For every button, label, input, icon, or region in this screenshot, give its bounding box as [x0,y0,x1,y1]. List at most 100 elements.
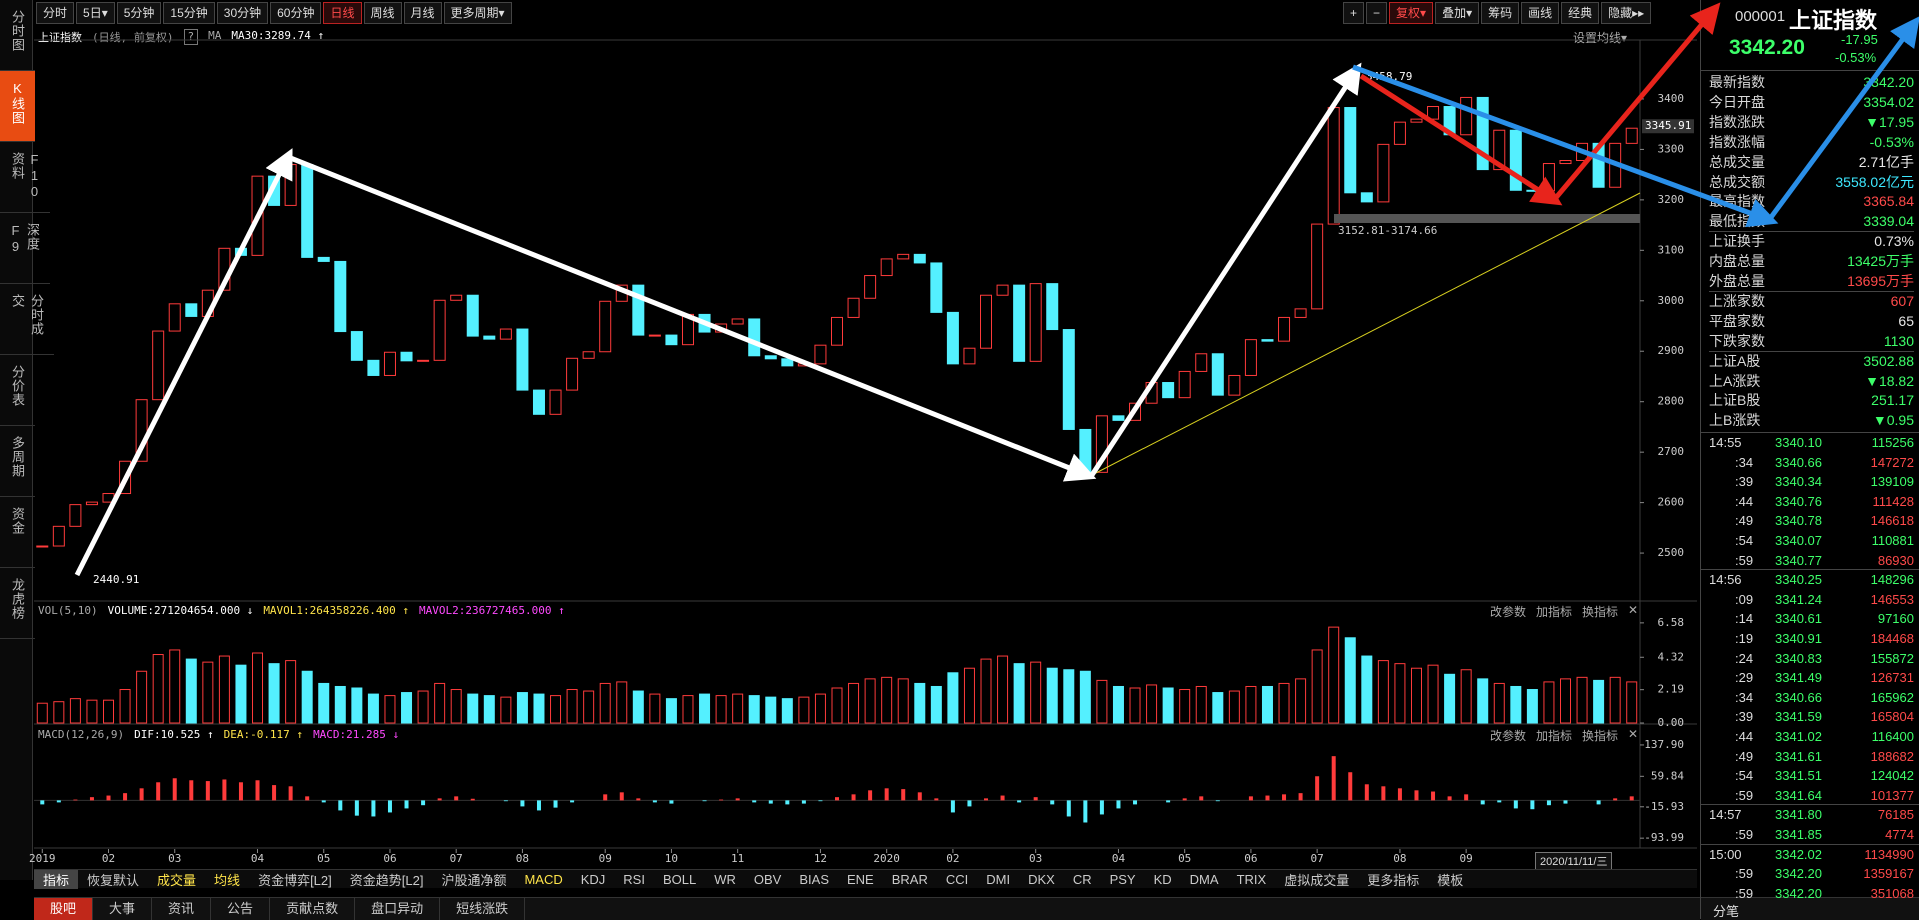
period-button[interactable]: 60分钟 [270,2,322,24]
indicator-tab[interactable]: ENE [846,871,874,887]
indicator-tab[interactable]: 成交量 [157,872,197,888]
pane-tool[interactable]: ✕ [1628,603,1639,617]
indicator-tab[interactable]: CR [1072,871,1092,887]
tool-button[interactable]: + [1343,2,1365,24]
indicator-tab[interactable]: PSY [1109,871,1136,887]
trade-row: :54 3341.51 124042 [1701,766,1919,786]
bottom-tab[interactable]: 短线涨跌 [440,898,526,920]
indicator-tab[interactable]: 资金趋势[L2] [349,872,424,888]
pane-tool[interactable]: 改参数 [1490,729,1527,743]
indicator-tab[interactable]: BOLL [662,871,697,887]
indicator-tab[interactable]: KD [1153,871,1172,887]
bottom-tab[interactable]: 公告 [211,898,271,920]
indicator-tab[interactable]: 沪股通净额 [441,872,507,888]
period-button[interactable]: 5分钟 [116,2,162,24]
volume-bar [1559,678,1571,724]
indicator-tab[interactable]: 指标 [34,869,79,889]
period-button[interactable]: 周线 [363,2,402,24]
ma-settings[interactable]: 设置均线▾ [1573,31,1628,45]
indicator-tab[interactable]: 模板 [1437,872,1464,888]
macd-bar [768,800,773,804]
quote-row: 指数涨幅 -0.53% [1709,132,1914,152]
sidebar-tab[interactable]: K线图 [0,71,35,142]
indicator-tab[interactable]: TRIX [1236,871,1267,887]
macd-bar [636,798,641,801]
y-tick-label: 137.90 [1644,738,1684,751]
pane-tool[interactable]: 加指标 [1536,605,1573,619]
period-button[interactable]: 分时 [36,2,75,24]
sidebar-tab[interactable]: 深度F9 [0,213,50,284]
quote-value: 3365.84 [1863,193,1914,210]
tool-toolbar: + − 复权▾ 叠加▾ 筹码 画线 经典 隐藏▸▸ [1343,2,1653,24]
indicator-tab[interactable]: DMI [986,871,1011,887]
indicator-tab[interactable]: 均线 [214,872,241,888]
period-button[interactable]: 月线 [403,2,442,24]
x-tick-label: 05 [317,852,330,865]
sidebar-tab[interactable]: 分价表 [0,355,35,426]
sidebar-tab[interactable]: 资金 [0,497,35,568]
tool-button[interactable]: 叠加▾ [1435,2,1480,24]
bottom-tab[interactable]: 大事 [93,898,153,920]
x-tick-label: 05 [1178,852,1191,865]
trade-time: :19 [1735,631,1754,646]
indicator-tab[interactable]: MACD [524,871,563,887]
period-button[interactable]: 更多周期▾ [443,2,512,24]
pane-tool[interactable]: 换指标 [1582,729,1619,743]
quote-value: 0.73% [1874,233,1914,250]
indicator-tab[interactable]: DMA [1189,871,1219,887]
tool-button[interactable]: 经典 [1561,2,1600,24]
sidebar-tab[interactable]: 分时图 [0,0,35,71]
tool-button[interactable]: 隐藏▸▸ [1601,2,1652,24]
macd-bar [1381,786,1386,801]
bottom-tab[interactable]: 盘口异动 [355,898,441,920]
candle [797,363,810,367]
bottom-tab[interactable]: 股吧 [34,898,94,920]
tool-button[interactable]: 筹码 [1481,2,1520,24]
sidebar-tab[interactable]: 分时成交 [0,284,54,355]
indicator-tab[interactable]: 更多指标 [1367,872,1420,888]
period-button[interactable]: 30分钟 [216,2,269,24]
bottom-tab[interactable]: 贡献点数 [270,898,356,920]
pane-tool[interactable]: ✕ [1628,727,1639,741]
quote-label: 上B涨跌 [1709,412,1761,429]
indicator-tab[interactable]: 虚拟成交量 [1284,872,1350,888]
indicator-tab[interactable]: DKX [1028,871,1055,887]
indicator-tab[interactable]: KDJ [580,871,606,887]
period-button[interactable]: 5日▾ [76,2,115,24]
period-button[interactable]: 15分钟 [163,2,215,24]
volume-bar [86,699,98,724]
indicator-tab[interactable]: BIAS [799,871,829,887]
sidebar-tab[interactable]: F10资料 [0,142,50,213]
pane-tool[interactable]: 改参数 [1490,605,1527,619]
macd-bar [735,798,740,801]
help[interactable]: ? [183,29,199,45]
indicator-tab[interactable]: BRAR [891,871,928,887]
bottom-tab[interactable]: 资讯 [152,898,212,920]
trade-volume: 1359167 [1863,866,1914,882]
pane-tool[interactable]: 加指标 [1536,729,1573,743]
pane-tool[interactable]: 换指标 [1582,605,1619,619]
divider [1701,432,1919,433]
trade-time: :59 [1735,787,1754,803]
split-tab[interactable]: 分笔 [1713,904,1740,919]
sidebar-tab[interactable]: 多周期 [0,426,35,497]
tool-button[interactable]: 复权▾ [1389,2,1434,24]
volume-bar [699,693,711,724]
tool-button[interactable]: 画线 [1521,2,1560,24]
indicator-tab[interactable]: 恢复默认 [87,872,140,888]
sidebar-tab[interactable]: 龙虎榜 [0,568,35,639]
indicator-tab[interactable]: RSI [623,871,645,887]
trade-price: 3340.77 [1775,552,1822,568]
period-button[interactable]: 日线 [323,2,362,24]
candle [516,328,529,391]
volume-bar [136,670,148,724]
indicator-tab[interactable]: CCI [945,871,969,887]
candle [119,460,132,495]
indicator-tab[interactable]: WR [714,871,736,887]
tool-button[interactable]: − [1366,2,1388,24]
indicator-tab[interactable]: OBV [753,871,782,887]
indicator-tab[interactable]: 资金博弈[L2] [258,872,332,888]
trade-row: :39 3341.59 165804 [1701,707,1919,727]
volume-bar [1510,685,1522,724]
volume-bar [1444,673,1456,724]
